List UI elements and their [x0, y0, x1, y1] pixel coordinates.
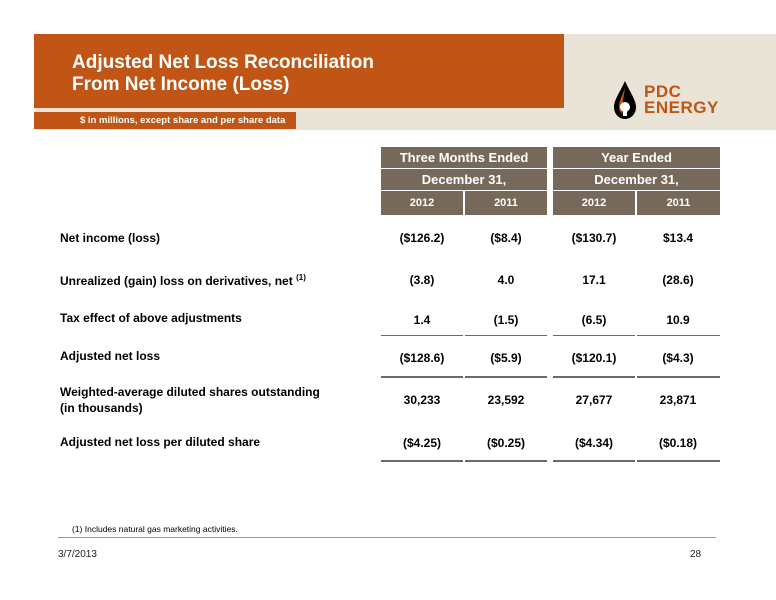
footnote-marker: (1)	[296, 273, 306, 282]
page-title: Adjusted Net Loss Reconciliation From Ne…	[72, 52, 374, 96]
header-year-2011-y: 2011	[637, 191, 720, 215]
row-label-unrealized-text: Unrealized (gain) loss on derivatives, n…	[60, 274, 293, 288]
row-label-unrealized: Unrealized (gain) loss on derivatives, n…	[60, 270, 306, 289]
footer-date: 3/7/2013	[58, 549, 97, 560]
cell-shares-y2011: 23,871	[659, 393, 697, 407]
cell-eps-q2011: ($0.25)	[486, 436, 526, 450]
row-label-loss-per-share: Adjusted net loss per diluted share	[60, 435, 261, 449]
cell-tax-q2012: 1.4	[413, 313, 431, 327]
cell-shares-q2012: 30,233	[403, 393, 441, 407]
subtotal-rule	[553, 335, 635, 336]
pdc-energy-logo: PDC ENERGY	[612, 80, 722, 120]
row-label-net-income: Net income (loss)	[60, 231, 161, 245]
row-label-weighted-shares-line2: (in thousands)	[60, 401, 143, 415]
row-label-weighted-shares: Weighted-average diluted shares outstand…	[60, 384, 320, 416]
header-year-ended-date: December 31,	[553, 169, 720, 190]
cell-eps-y2012: ($4.34)	[574, 436, 614, 450]
oil-drop-icon	[614, 81, 636, 119]
double-rule-top	[465, 460, 547, 462]
cell-shares-q2011: 23,592	[487, 393, 525, 407]
header-year-ended: Year Ended	[553, 147, 720, 168]
footer-divider	[58, 537, 716, 538]
subtitle: $ in millions, except share and per shar…	[80, 115, 286, 126]
cell-adj-loss-y2011: ($4.3)	[662, 351, 694, 365]
double-rule-top	[381, 460, 463, 462]
header-year-2012-q: 2012	[381, 191, 463, 215]
cell-net-income-y2012: ($130.7)	[571, 231, 617, 245]
cell-adj-loss-y2012: ($120.1)	[571, 351, 617, 365]
cell-unrealized-q2012: (3.8)	[409, 273, 435, 287]
subtotal-rule	[465, 335, 547, 336]
total-rule	[381, 376, 463, 378]
total-rule	[465, 376, 547, 378]
footnote: (1) Includes natural gas marketing activ…	[72, 524, 238, 534]
cell-tax-y2011: 10.9	[666, 313, 690, 327]
logo-text-energy: ENERGY	[644, 98, 719, 117]
row-label-tax-effect: Tax effect of above adjustments	[60, 311, 242, 325]
header-year-2012-y: 2012	[553, 191, 635, 215]
cell-net-income-y2011: $13.4	[662, 231, 694, 245]
cell-eps-y2011: ($0.18)	[658, 436, 698, 450]
cell-adj-loss-q2011: ($5.9)	[490, 351, 522, 365]
subtotal-rule	[381, 335, 463, 336]
title-line-2: From Net Income (Loss)	[72, 74, 290, 95]
subtotal-rule	[637, 335, 720, 336]
cell-eps-q2012: ($4.25)	[402, 436, 442, 450]
cell-shares-y2012: 27,677	[575, 393, 613, 407]
cell-tax-y2012: (6.5)	[581, 313, 607, 327]
double-rule-top	[553, 460, 635, 462]
title-line-1: Adjusted Net Loss Reconciliation	[72, 52, 374, 73]
logo-text-pdc: PDC	[644, 82, 682, 101]
cell-tax-q2011: (1.5)	[493, 313, 519, 327]
total-rule	[553, 376, 635, 378]
page-number: 28	[690, 549, 702, 560]
cell-unrealized-q2011: 4.0	[497, 273, 515, 287]
header-three-months-date: December 31,	[381, 169, 547, 190]
cell-adj-loss-q2012: ($128.6)	[399, 351, 445, 365]
cell-unrealized-y2011: (28.6)	[662, 273, 694, 287]
cell-net-income-q2012: ($126.2)	[399, 231, 445, 245]
cell-unrealized-y2012: 17.1	[582, 273, 606, 287]
header-three-months: Three Months Ended	[381, 147, 547, 168]
header-swoosh	[474, 34, 564, 108]
row-label-weighted-shares-line1: Weighted-average diluted shares outstand…	[60, 385, 320, 399]
subtitle-band: $ in millions, except share and per shar…	[34, 112, 296, 129]
row-label-adjusted-net-loss: Adjusted net loss	[60, 349, 161, 363]
cell-net-income-q2011: ($8.4)	[490, 231, 522, 245]
header-year-2011-q: 2011	[465, 191, 547, 215]
total-rule	[637, 376, 720, 378]
double-rule-top	[637, 460, 720, 462]
